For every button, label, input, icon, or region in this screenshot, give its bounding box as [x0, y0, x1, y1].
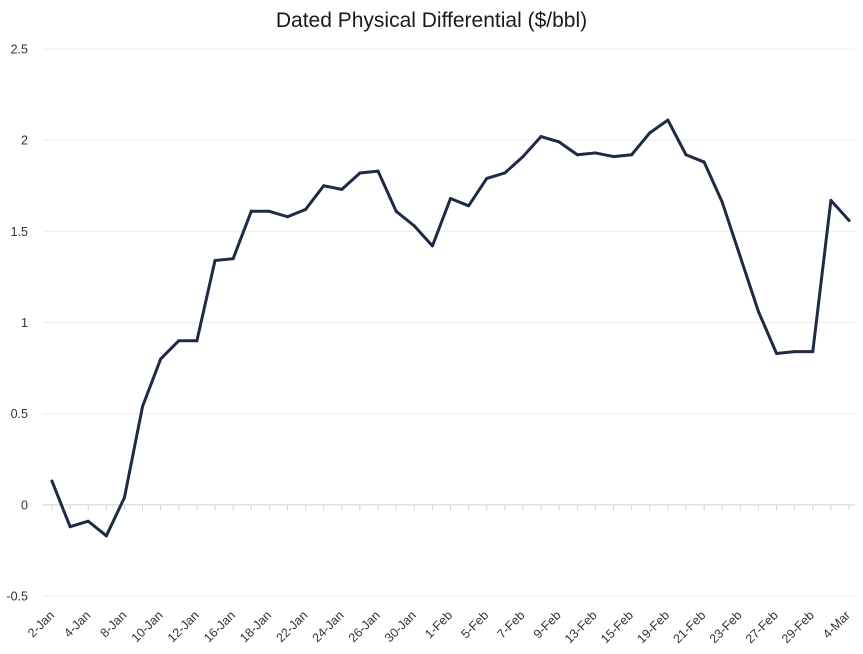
- axes: [51, 504, 850, 510]
- data-point: [249, 209, 253, 213]
- data-point: [756, 310, 760, 314]
- x-tick-label: 1-Feb: [422, 608, 455, 641]
- data-point: [267, 209, 271, 213]
- x-tick-label: 26-Jan: [346, 608, 383, 645]
- x-tick-label: 27-Feb: [743, 608, 781, 646]
- data-point: [104, 534, 108, 538]
- data-point: [738, 255, 742, 259]
- data-point: [847, 218, 851, 222]
- series-layer: [50, 118, 851, 538]
- x-tick-label: 29-Feb: [779, 608, 817, 646]
- data-point: [122, 496, 126, 500]
- data-point: [231, 257, 235, 261]
- data-point: [720, 200, 724, 204]
- x-axis-ticks: 2-Jan 4-Jan 8-Jan 10-Jan 12-Jan 16-Jan 18-Jan 2…: [25, 608, 853, 646]
- x-tick-label: 4-Mar: [820, 608, 853, 641]
- x-tick-label: 19-Feb: [634, 608, 672, 646]
- data-point: [195, 339, 199, 343]
- data-point: [829, 198, 833, 202]
- x-tick-label: 7-Feb: [494, 608, 527, 641]
- y-tick-label: 0: [21, 498, 28, 512]
- data-point: [412, 224, 416, 228]
- data-point: [793, 350, 797, 354]
- data-point: [358, 171, 362, 175]
- data-point: [702, 160, 706, 164]
- data-point: [485, 176, 489, 180]
- data-point: [630, 153, 634, 157]
- data-point: [557, 140, 561, 144]
- data-point: [449, 197, 452, 201]
- x-tick-label: 2-Jan: [25, 608, 57, 640]
- data-point: [340, 187, 344, 191]
- y-tick-label: 0.5: [11, 407, 28, 421]
- data-point: [213, 259, 217, 263]
- x-tick-label: 22-Jan: [273, 608, 310, 645]
- x-tick-label: 9-Feb: [531, 608, 564, 641]
- data-point: [612, 155, 616, 159]
- data-point: [593, 151, 597, 155]
- y-tick-label: 2.5: [11, 43, 28, 57]
- x-tick-label: 13-Feb: [562, 608, 600, 646]
- chart-title: Dated Physical Differential ($/bbl): [275, 9, 588, 32]
- data-point: [666, 118, 670, 122]
- data-point: [648, 131, 652, 135]
- x-tick-label: 30-Jan: [382, 608, 419, 645]
- data-point: [86, 519, 90, 523]
- data-point: [775, 351, 779, 355]
- data-point: [322, 184, 326, 188]
- y-tick-label: -0.5: [6, 590, 28, 604]
- data-point: [503, 171, 507, 175]
- data-point: [50, 479, 54, 483]
- data-point: [430, 244, 434, 248]
- data-point: [539, 135, 543, 139]
- x-tick-label: 10-Jan: [129, 608, 166, 645]
- data-point: [177, 339, 181, 343]
- x-tick-label: 18-Jan: [237, 608, 274, 645]
- y-tick-label: 1.5: [11, 225, 28, 239]
- x-tick-label: 8-Jan: [97, 608, 129, 640]
- data-point: [575, 153, 579, 157]
- data-point: [684, 153, 688, 157]
- x-tick-label: 15-Feb: [598, 608, 636, 646]
- y-tick-label: 2: [21, 134, 28, 148]
- data-point: [68, 525, 72, 529]
- data-point: [811, 350, 815, 354]
- x-tick-label: 12-Jan: [165, 608, 202, 645]
- x-tick-label: 21-Feb: [670, 608, 708, 646]
- data-point: [304, 207, 308, 211]
- data-point: [376, 169, 380, 173]
- data-point: [521, 155, 525, 159]
- y-tick-label: 1: [21, 316, 28, 330]
- series-line: [50, 118, 851, 538]
- y-axis-ticks: 2.5 2 1.5 1 0.5 0 -0.5: [6, 43, 28, 604]
- data-point: [467, 204, 471, 208]
- data-point: [394, 209, 398, 213]
- gridlines: [43, 48, 855, 597]
- x-tick-label: 24-Jan: [310, 608, 347, 645]
- data-point: [159, 357, 163, 361]
- x-tick-label: 16-Jan: [201, 608, 238, 645]
- data-point: [285, 215, 289, 219]
- x-tick-label: 23-Feb: [707, 608, 745, 646]
- x-tick-label: 4-Jan: [61, 608, 93, 640]
- x-tick-label: 5-Feb: [458, 608, 491, 641]
- data-point: [141, 404, 145, 408]
